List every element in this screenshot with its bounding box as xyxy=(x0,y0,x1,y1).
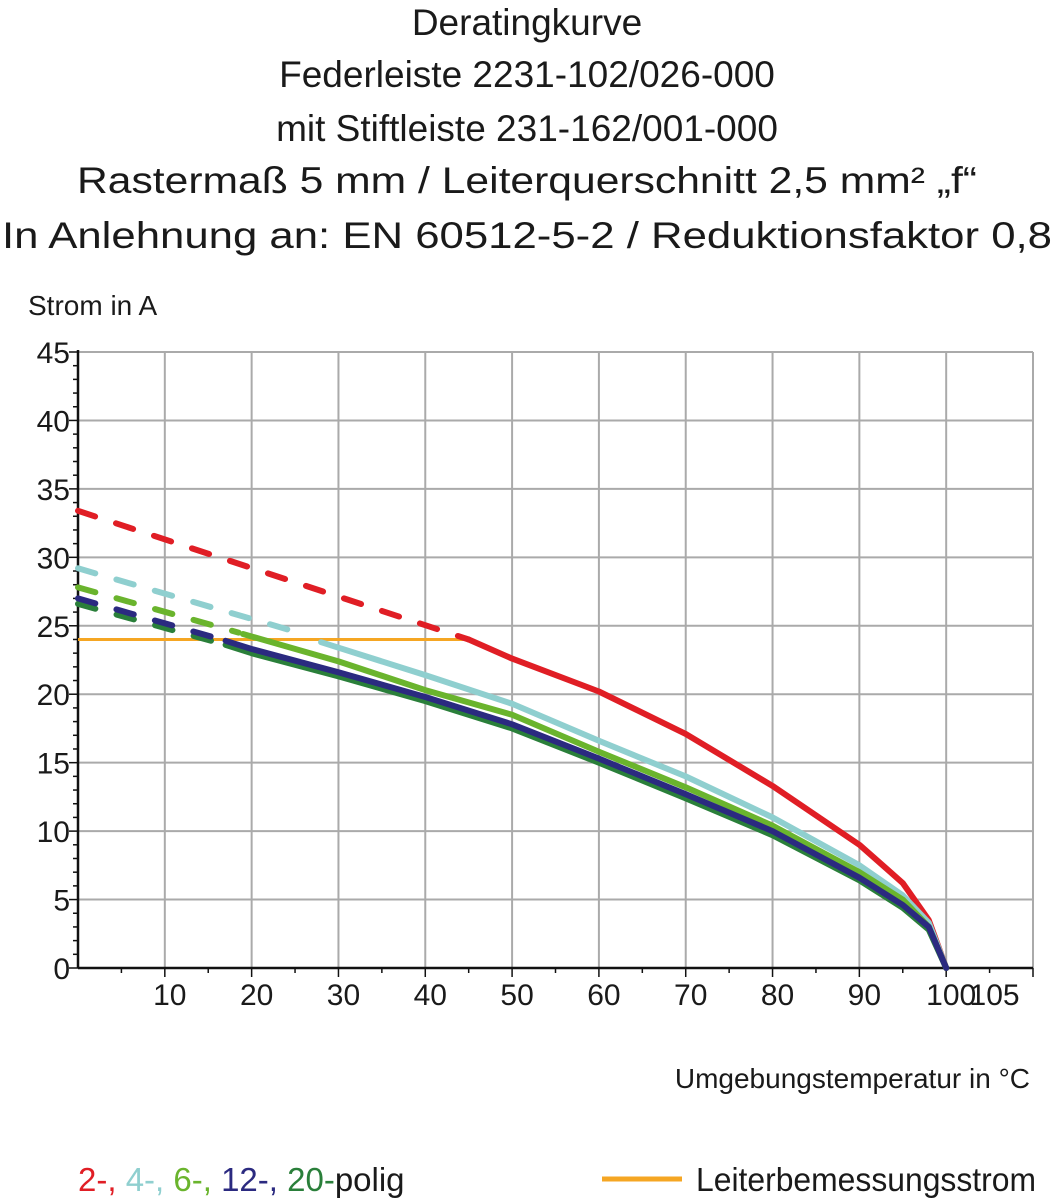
x-tick-label: 105 xyxy=(970,979,1020,1012)
legend-pole-item: polig xyxy=(335,1161,405,1198)
series-2-dashed xyxy=(75,584,242,636)
title-line-1: Deratingkurve xyxy=(412,2,642,43)
title-line-2: Federleiste 2231-102/026-000 xyxy=(279,54,775,95)
series-1-dashed xyxy=(75,565,312,639)
legend-pole-item: , xyxy=(107,1161,125,1198)
legend-pole-item: 12- xyxy=(221,1161,269,1198)
y-tick-label: 5 xyxy=(53,885,70,918)
legend-pole-item: 2- xyxy=(78,1161,107,1198)
grid xyxy=(76,350,1034,970)
legend-pole-item: 4- xyxy=(126,1161,155,1198)
x-tick-label: 10 xyxy=(153,979,186,1012)
legend: 2-, 4-, 6-, 12-, 20-polig Leiterbemessun… xyxy=(78,1161,1036,1198)
x-tick-label: 60 xyxy=(587,979,620,1012)
x-tick-label: 80 xyxy=(761,979,794,1012)
series-4-solid xyxy=(222,637,950,971)
x-tick-label: 100 xyxy=(926,979,976,1012)
plot-lines xyxy=(75,507,950,971)
title-line-5: In Anlehnung an: EN 60512-5-2 / Reduktio… xyxy=(2,215,1052,256)
legend-pole-item: , xyxy=(269,1161,287,1198)
x-tick-label: 70 xyxy=(674,979,707,1012)
y-tick-label: 10 xyxy=(37,816,70,849)
y-tick-label: 35 xyxy=(37,474,70,507)
y-tick-label: 20 xyxy=(37,679,70,712)
x-tick-label: 50 xyxy=(500,979,533,1012)
x-tick-label: 90 xyxy=(848,979,881,1012)
series-2-solid xyxy=(240,631,950,971)
y-tick-label: 15 xyxy=(37,748,70,781)
legend-poles: 2-, 4-, 6-, 12-, 20-polig xyxy=(78,1161,405,1198)
x-tick-label: 40 xyxy=(414,979,447,1012)
legend-pole-item: 6- xyxy=(173,1161,202,1198)
legend-pole-item: , xyxy=(155,1161,173,1198)
y-tick-label: 40 xyxy=(37,405,70,438)
title-line-4: Rastermaß 5 mm / Leiterquerschnitt 2,5 m… xyxy=(77,160,977,201)
y-tick-label: 0 xyxy=(53,953,70,986)
series-4-dashed xyxy=(75,595,225,643)
chart-title: Deratingkurve Federleiste 2231-102/026-0… xyxy=(2,2,1052,256)
legend-rated-label: Leiterbemessungsstrom xyxy=(696,1161,1036,1198)
x-tick-label: 20 xyxy=(240,979,273,1012)
title-line-3: mit Stiftleiste 231-162/001-000 xyxy=(276,108,778,149)
legend-pole-item: , xyxy=(203,1161,221,1198)
x-axis-label: Umgebungstemperatur in °C xyxy=(675,1063,1030,1094)
y-tick-label: 25 xyxy=(37,611,70,644)
legend-pole-item: 20- xyxy=(287,1161,335,1198)
series-0-dashed xyxy=(75,507,472,643)
series-3-dashed xyxy=(75,600,225,647)
x-tick-label: 30 xyxy=(327,979,360,1012)
axis-ticks: 0 5 10 15 20 25 30 35 40 45 10 20 30 40 50 60 70 80 90 1001… xyxy=(37,337,1034,1012)
series-0-solid xyxy=(465,636,950,971)
y-tick-label: 30 xyxy=(37,542,70,575)
y-axis-label: Strom in A xyxy=(28,290,157,321)
y-tick-label: 45 xyxy=(37,337,70,370)
